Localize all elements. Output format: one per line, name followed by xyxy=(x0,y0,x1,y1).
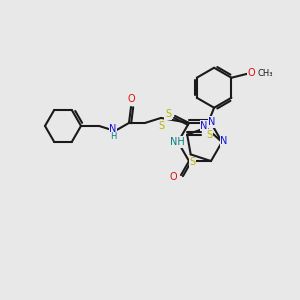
Text: O: O xyxy=(127,94,135,104)
Text: CH₃: CH₃ xyxy=(258,69,273,78)
Text: O: O xyxy=(169,172,177,182)
Text: N: N xyxy=(208,117,216,127)
Text: S: S xyxy=(190,158,196,167)
Text: O: O xyxy=(248,68,255,78)
Text: N: N xyxy=(109,124,117,134)
Text: NH: NH xyxy=(169,137,184,147)
Text: S: S xyxy=(206,130,212,140)
Text: S: S xyxy=(165,109,171,119)
Text: S: S xyxy=(158,121,164,131)
Text: H: H xyxy=(110,132,116,141)
Text: N: N xyxy=(220,136,228,146)
Text: N: N xyxy=(200,121,208,131)
